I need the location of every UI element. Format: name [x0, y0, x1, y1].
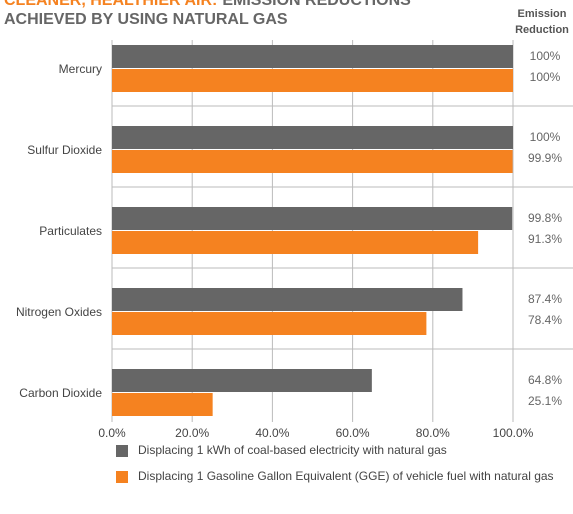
bar [112, 69, 513, 92]
category-label: Carbon Dioxide [19, 386, 102, 400]
x-tick-label: 0.0% [98, 426, 126, 440]
legend-swatch [116, 471, 128, 483]
bar [112, 393, 213, 416]
value-column-header: Reduction [515, 24, 569, 36]
x-tick-label: 20.0% [175, 426, 209, 440]
bar [112, 126, 513, 149]
bar [112, 288, 463, 311]
chart-title: ACHIEVED BY USING NATURAL GAS [4, 11, 288, 28]
legend-swatch [116, 445, 128, 457]
bar [112, 207, 513, 230]
bar [112, 369, 372, 392]
value-label: 99.9% [528, 151, 562, 165]
bar [112, 45, 513, 68]
chart-title: CLEANER, HEALTHIER AIR: [4, 0, 217, 9]
value-label: 100% [530, 70, 561, 84]
category-label: Nitrogen Oxides [16, 305, 102, 319]
x-tick-label: 40.0% [255, 426, 289, 440]
value-label: 100% [530, 130, 561, 144]
x-tick-label: 100.0% [493, 426, 534, 440]
value-label: 87.4% [528, 292, 562, 306]
x-tick-label: 60.0% [336, 426, 370, 440]
category-label: Mercury [59, 62, 102, 76]
value-column-header: Emission [518, 8, 567, 20]
legend-label: Displacing 1 kWh of coal-based electrici… [138, 443, 447, 457]
legend-label: Displacing 1 Gasoline Gallon Equivalent … [138, 469, 554, 483]
bar [112, 150, 513, 173]
value-label: 99.8% [528, 211, 562, 225]
value-label: 91.3% [528, 232, 562, 246]
value-label: 64.8% [528, 373, 562, 387]
x-tick-label: 80.0% [416, 426, 450, 440]
value-label: 78.4% [528, 313, 562, 327]
value-label: 100% [530, 49, 561, 63]
chart-title: EMISSION REDUCTIONS [222, 0, 411, 9]
category-label: Sulfur Dioxide [27, 143, 102, 157]
category-label: Particulates [39, 224, 102, 238]
bar [112, 312, 427, 335]
value-label: 25.1% [528, 394, 562, 408]
bar [112, 231, 479, 254]
